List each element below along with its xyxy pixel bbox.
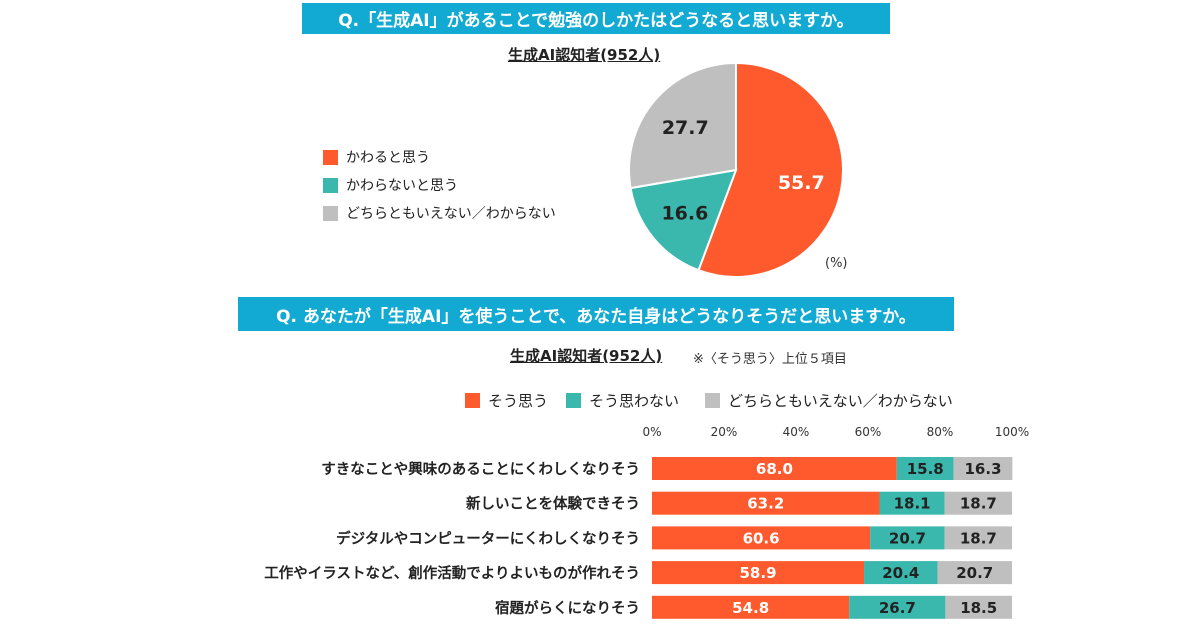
- pie-question-header: Q.「生成AI」があることで勉強のしかたはどうなると思いますか。: [302, 3, 890, 34]
- pie-legend-item: どちらともいえない／わからない: [323, 203, 556, 223]
- legend-swatch: [705, 393, 720, 408]
- pie-subtitle: 生成AI認知者(952人): [508, 46, 661, 64]
- legend-swatch: [566, 393, 581, 408]
- category-label: デジタルやコンピューターにくわしくなりそう: [336, 529, 640, 547]
- category-label: すきなことや興味のあることにくわしくなりそう: [321, 460, 640, 478]
- bar-segment: [652, 595, 850, 619]
- pie-legend-item: かわらないと思う: [323, 175, 458, 195]
- category-label: 工作やイラストなど、創作活動でよりよいものが作れそう: [264, 564, 640, 582]
- x-tick-label: 20%: [711, 425, 738, 439]
- legend-label: どちらともいえない／わからない: [346, 206, 556, 222]
- pie-slice-label: 16.6: [661, 202, 708, 224]
- legend-label: かわらないと思う: [346, 178, 458, 194]
- bar-value-label: 20.7: [956, 564, 993, 582]
- pie-unit: (%): [825, 256, 848, 271]
- pie-slice: [628, 61, 737, 190]
- bar-segment: [864, 561, 938, 585]
- legend-swatch: [323, 149, 338, 165]
- bar-legend-item: そう思わない: [566, 390, 679, 411]
- bar-value-label: 18.5: [960, 599, 997, 617]
- pie-chart: 55.7 16.6 27.7: [628, 61, 844, 278]
- bar-value-label: 18.1: [894, 495, 931, 513]
- x-tick-label: 0%: [642, 425, 661, 439]
- x-tick-label: 60%: [855, 425, 882, 439]
- pie-slice-label: 27.7: [662, 117, 709, 139]
- legend-swatch: [323, 177, 338, 193]
- bar-value-label: 18.7: [960, 495, 997, 513]
- bar-subtitle: 生成AI認知者(952人): [510, 347, 663, 365]
- x-tick-label: 100%: [995, 425, 1029, 439]
- pie-slice: [629, 168, 738, 272]
- bar-question-header: Q. あなたが「生成AI」を使うことで、あなた自身はどうなりそうだと思いますか。: [238, 297, 954, 331]
- pie-legend-item: かわると思う: [323, 147, 430, 167]
- category-label: 宿題がらくになりそう: [495, 599, 640, 617]
- bar-segment: [953, 457, 1013, 480]
- pie-slice-label: 55.7: [778, 172, 825, 194]
- bar-segment: [896, 457, 954, 480]
- category-label: 新しいことを体験できそう: [466, 495, 640, 513]
- bar-value-label: 18.7: [960, 529, 997, 547]
- bar-segment: [652, 526, 871, 550]
- bar-segment: [652, 491, 880, 515]
- bar-segment: [870, 526, 945, 550]
- bar-segment: [849, 595, 946, 619]
- legend-label: どちらともいえない／わからない: [728, 392, 953, 410]
- bar-value-label: 68.0: [756, 460, 793, 478]
- x-tick-label: 80%: [927, 425, 954, 439]
- bar-value-label: 63.2: [747, 495, 784, 513]
- legend-swatch: [465, 393, 480, 408]
- legend-label: かわると思う: [346, 150, 430, 166]
- bar-value-label: 20.7: [889, 529, 926, 547]
- bar-segment: [652, 457, 897, 480]
- bar-value-label: 16.3: [965, 460, 1002, 478]
- bar-legend-item: どちらともいえない／わからない: [705, 390, 953, 411]
- bar-segment: [944, 526, 1012, 550]
- bar-segment: [945, 595, 1012, 619]
- bar-value-label: 15.8: [907, 460, 944, 478]
- bar-value-label: 20.4: [882, 564, 919, 582]
- bar-segment: [879, 491, 945, 515]
- bar-value-label: 26.7: [879, 599, 916, 617]
- bar-segment: [937, 561, 1012, 585]
- legend-swatch: [323, 205, 338, 221]
- pie-slice: [697, 61, 844, 278]
- bar-segment: [652, 561, 865, 585]
- x-tick-label: 40%: [783, 425, 810, 439]
- bar-legend-item: そう思う: [465, 390, 548, 411]
- bar-value-label: 60.6: [743, 529, 780, 547]
- legend-label: そう思わない: [589, 392, 680, 410]
- bar-chart: 0% 20% 40% 60% 80% 100% すきなことや興味のあることにくわしくなりそう…: [264, 425, 1029, 619]
- bar-note: ※〈そう思う〉上位５項目: [693, 352, 847, 367]
- legend-label: そう思う: [488, 392, 549, 410]
- bar-segment: [944, 491, 1012, 515]
- bar-value-label: 58.9: [740, 564, 777, 582]
- bar-value-label: 54.8: [732, 599, 769, 617]
